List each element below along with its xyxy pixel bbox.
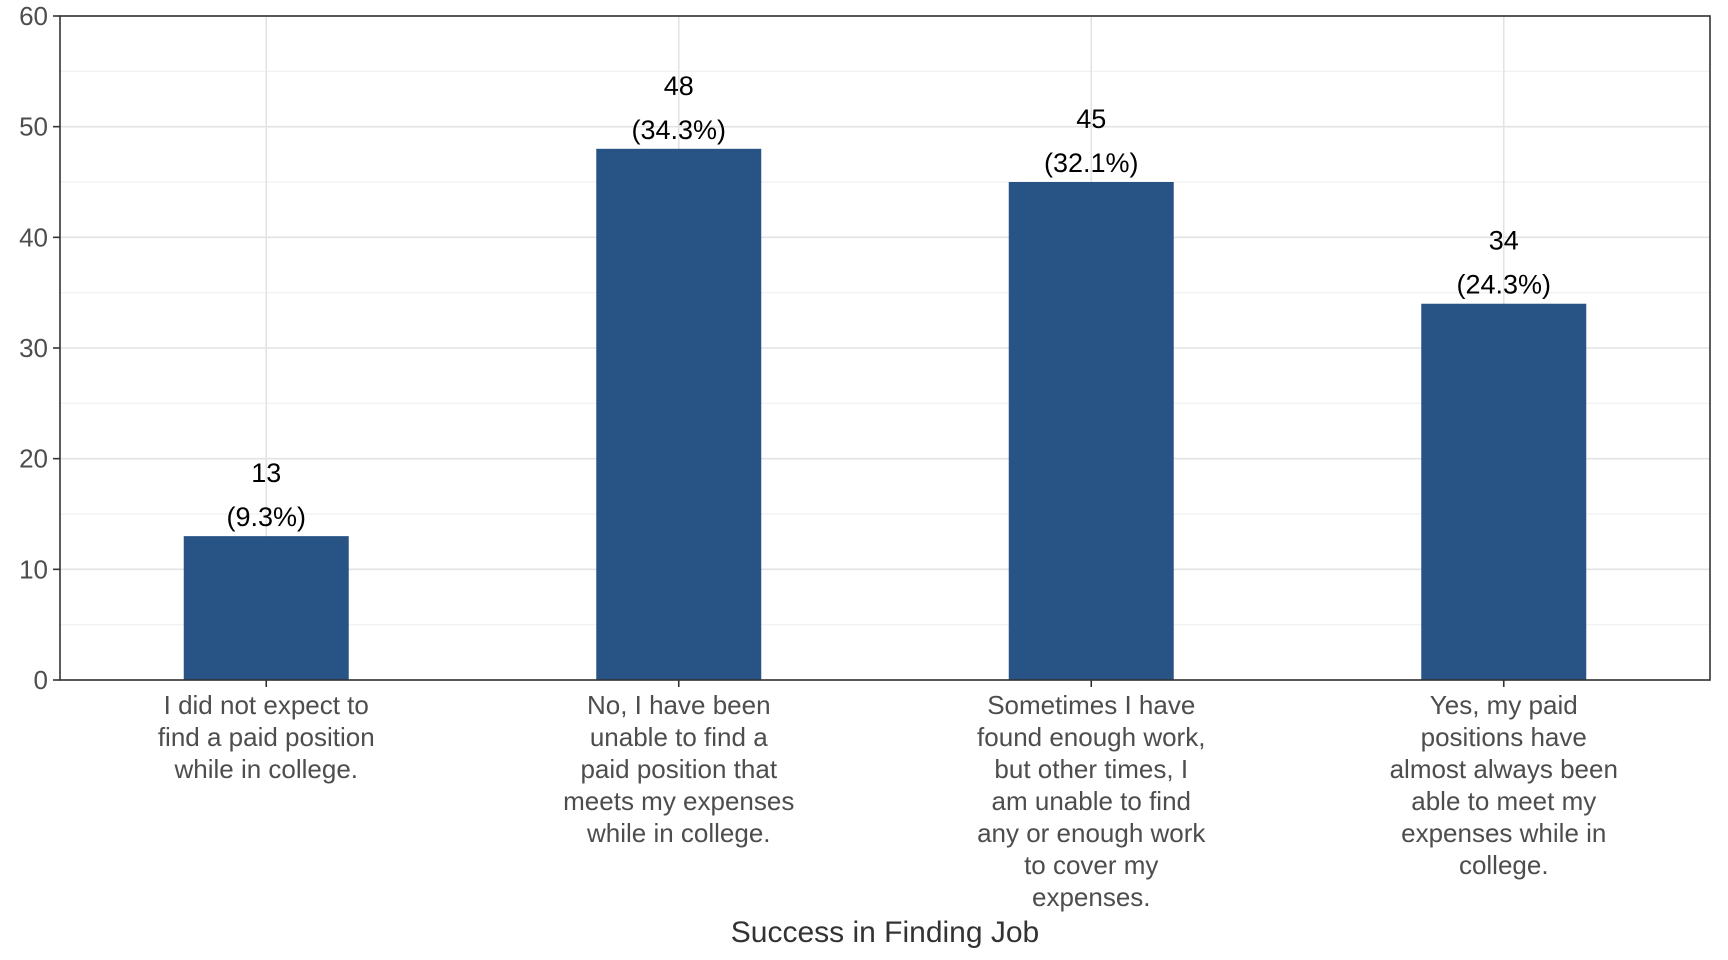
x-tick-label: any or enough work [977, 818, 1206, 848]
y-tick-label: 0 [34, 665, 48, 695]
data-labels: 13 (9.3%) 48 (34.3%) 45 (32.1%) 34 (24.3%) [226, 71, 1551, 532]
data-label: (34.3%) [631, 115, 726, 145]
x-axis-title: Success in Finding Job [731, 916, 1040, 949]
x-tick-label: meets my expenses [563, 786, 794, 816]
x-tick-label: but other times, I [994, 754, 1188, 784]
bar [1421, 303, 1587, 680]
bar [183, 536, 349, 680]
data-label: (9.3%) [226, 502, 306, 532]
y-tick-label: 20 [19, 444, 48, 474]
y-tick-label: 40 [19, 222, 48, 252]
data-label: 34 [1489, 226, 1519, 256]
x-tick-label: unable to find a [590, 722, 768, 752]
x-tick-label: Yes, my paid [1430, 690, 1578, 720]
y-axis: 0 10 20 30 40 50 60 [19, 1, 60, 695]
x-tick-label: able to meet my [1411, 786, 1596, 816]
x-tick-label: to cover my [1024, 850, 1158, 880]
data-label: (32.1%) [1044, 148, 1139, 178]
x-tick-label: positions have [1421, 722, 1587, 752]
data-label: 48 [664, 71, 694, 101]
x-tick-label: find a paid position [158, 722, 375, 752]
x-tick-label: expenses while in [1401, 818, 1606, 848]
x-tick-label: am unable to find [992, 786, 1191, 816]
data-label: 45 [1076, 104, 1106, 134]
x-tick-label: expenses. [1032, 882, 1151, 912]
y-tick-label: 60 [19, 1, 48, 31]
data-label: 13 [251, 458, 281, 488]
bars [183, 148, 1587, 681]
y-tick-label: 10 [19, 554, 48, 584]
x-tick-label: almost always been [1390, 754, 1618, 784]
x-tick-label: while in college. [586, 818, 771, 848]
x-tick-label: Sometimes I have [987, 690, 1195, 720]
y-tick-label: 50 [19, 112, 48, 142]
bar [596, 148, 762, 681]
data-label: (24.3%) [1456, 270, 1551, 300]
x-tick-label: No, I have been [587, 690, 771, 720]
x-tick-label: paid position that [580, 754, 777, 784]
x-tick-label: I did not expect to [164, 690, 369, 720]
x-tick-label: while in college. [173, 754, 358, 784]
x-tick-label: college. [1459, 850, 1549, 880]
x-tick-label: found enough work, [977, 722, 1205, 752]
y-tick-label: 30 [19, 333, 48, 363]
bar [1008, 182, 1174, 680]
